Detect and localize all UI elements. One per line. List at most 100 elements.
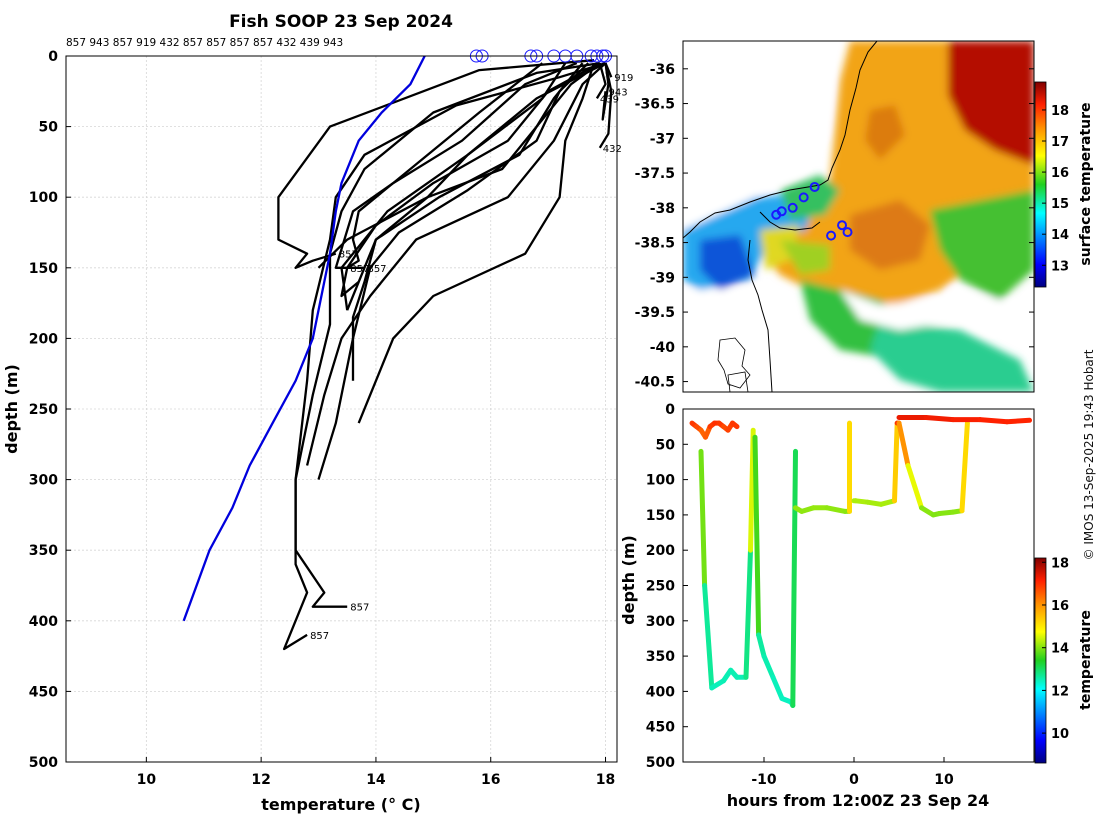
section-colorbar-label: temperature [1078,610,1094,710]
colorbar-tick-label: 14 [1051,228,1069,243]
profile-end-label: 857 [350,603,369,614]
colorbar-tick-label: 12 [1051,684,1069,699]
section-y-label: depth (m) [619,535,638,625]
coastline [683,41,878,392]
station-marker [837,220,848,231]
profile-line-857 [277,59,595,269]
map-tick-label: -39 [650,270,675,286]
map-stations [771,181,853,241]
profile-chart: Fish SOOP 23 Sep 2024 857 943 857 919 43… [2,12,633,814]
section-cast-segment [730,420,740,430]
section-tick-label-y: 0 [665,402,675,418]
tick-label-y: 200 [29,331,58,347]
section-x-label: hours from 12:00Z 23 Sep 24 [727,791,989,810]
tick-label-x: 16 [481,772,500,788]
section-cast-segment [923,415,956,423]
section-tick-label-x: 0 [849,772,859,788]
profile-line-943 [346,62,567,311]
section-tick-label-y: 150 [646,508,675,524]
station-marker [771,209,782,220]
section-cast-segment [896,420,911,468]
section-tick-label-x: -10 [751,772,777,788]
section-tick-label-y: 100 [646,473,675,489]
profile-end-label: 857 [367,264,386,275]
sst-field [683,41,1034,392]
section-cast-segment [892,420,900,504]
tick-label-y: 500 [29,755,58,771]
station-marker [826,230,837,241]
section-tick-label-y: 250 [646,579,675,595]
section-cast-segment [790,448,798,708]
profile-line-857 [317,62,601,269]
tick-label-x: 18 [596,772,615,788]
colorbar-tick-label: 17 [1051,135,1069,150]
section-cast-segment [1004,417,1032,425]
colorbar-tick-label: 10 [1051,727,1069,742]
map-axes-box [682,40,1035,393]
map-colorbar-label: surface temperature [1078,102,1094,265]
map-tick-label: -39.5 [635,305,675,321]
tick-label-y: 350 [29,543,58,559]
profile-line-919 [604,62,613,78]
colorbar-tick-label: 15 [1051,197,1069,212]
tick-label-y: 50 [39,120,59,136]
profile-line-857 [294,61,600,608]
profile-x-label: temperature (° C) [261,795,420,814]
profile-line-439 [595,62,607,99]
profile-grid [66,55,617,763]
map-tick-label: -40.5 [635,375,675,391]
section-cast-segment [743,547,753,680]
profile-end-label: 857 [350,264,369,275]
colorbar-tick-label: 13 [1051,259,1069,274]
section-tick-label-y: 200 [646,543,675,559]
section-colorbar-ticks: 10 12 14 16 18 [1042,556,1069,742]
profile-end-label: 919 [614,73,633,84]
section-cast-segment [770,674,785,701]
station-marker [842,227,853,238]
station-marker [787,202,798,213]
profile-end-label: 943 [609,87,628,98]
tick-label-y: 150 [29,261,58,277]
colorbar-tick-label: 16 [1051,166,1069,181]
tick-label-y: 450 [29,684,58,700]
tick-label-y: 400 [29,614,58,630]
map-tick-label: -36 [650,62,675,78]
colorbar-tick-label: 18 [1051,104,1069,119]
section-tick-label-y: 350 [646,649,675,665]
profile-end-label: 857 [339,250,358,261]
tick-label-y: 0 [48,49,58,65]
station-marker [798,192,809,203]
section-cast-segment [761,653,776,680]
profile-lines [277,59,613,651]
colorbar-tick-label: 16 [1051,599,1069,614]
map-lat-ticks: -36 -36.5 -37 -37.5 -38 -38.5 -39 -39.5 -40 -40.5 [635,62,1034,391]
profile-line-432 [305,62,607,466]
station-marker [809,181,820,192]
profile-line-439 [357,62,596,424]
map-tick-label: -38 [650,201,675,217]
profile-end-label: 432 [603,144,622,155]
sst-map: -36 -36.5 -37 -37.5 -38 -38.5 -39 -39.5 -40 -40.5… [635,40,1094,393]
section-cast-segment [752,434,762,638]
section-tick-label-y: 400 [646,684,675,700]
profile-ticks: 10 12 14 16 18 0 50 100 150 200 250 300 350 400 450 500 [29,49,615,788]
profile-line-432 [351,62,584,381]
profile-line-919 [340,62,607,311]
profile-line-857 [346,62,544,269]
section-colorbar [1034,557,1047,764]
map-tick-label: -38.5 [635,236,675,252]
section-chart: 0 50 100 150 200 250 300 350 400 450 500 -10 0 10 hou… [619,402,1094,810]
section-tick-label-y: 500 [646,755,675,771]
climatology-line-path [182,55,426,622]
map-colorbar [1034,81,1047,288]
colorbar-tick-label: 18 [1051,556,1069,571]
figure-credit: © IMOS 13-Sep-2025 19:43 Hobart [1082,349,1096,561]
tick-label-x: 10 [137,772,157,788]
map-colorbar-ticks: 13 14 15 16 17 18 [1042,104,1069,274]
profile-end-label: 857 [310,631,329,642]
map-tick-label: -40 [650,340,676,356]
tick-label-y: 250 [29,402,58,418]
section-tick-label-x: 10 [934,772,954,788]
